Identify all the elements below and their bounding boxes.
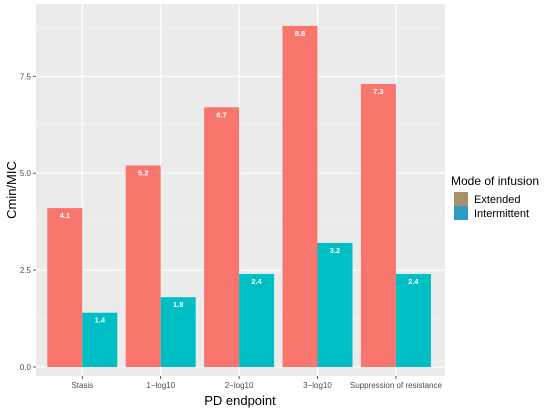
x-tick-label: Suppression of resistance: [350, 381, 443, 390]
legend-title: Mode of infusion: [451, 174, 539, 188]
bar-value-label: 2.4: [408, 277, 419, 286]
y-tick-label: 7.5: [20, 72, 32, 81]
y-tick-label: 0.0: [20, 363, 32, 372]
bar-labels-group: 4.1 5.2 6.7 8.8 7.3 1.4 1.8 2.4 3.2 2.4: [60, 29, 420, 325]
x-tick-label: 2−log10: [225, 381, 254, 390]
bar-value-label: 3.2: [330, 246, 340, 255]
y-tick-label: 2.5: [20, 266, 32, 275]
x-axis-title: PD endpoint: [204, 393, 276, 408]
bar-value-label: 8.8: [295, 29, 305, 38]
x-tick-label: 1−log10: [146, 381, 175, 390]
bar-intermittent-0: [82, 312, 118, 367]
bar-extended-3: [282, 25, 318, 367]
bar-value-label: 7.3: [373, 87, 383, 96]
bar-intermittent-2: [239, 273, 275, 367]
bar-intermittent-1: [160, 297, 196, 367]
legend: Mode of infusion Extended Intermittent: [451, 174, 539, 220]
x-tick-label: Stasis: [71, 381, 93, 390]
bar-intermittent-4: [395, 273, 431, 367]
bar-extended-0: [47, 208, 83, 367]
bar-extended-4: [360, 84, 396, 368]
legend-swatch-intermittent: [454, 206, 468, 220]
y-axis-title: Cmin/MIC: [4, 161, 19, 219]
bar-value-label: 1.8: [173, 300, 183, 309]
bar-value-label: 2.4: [251, 277, 262, 286]
bar-value-label: 4.1: [60, 211, 70, 220]
bar-value-label: 6.7: [216, 110, 226, 119]
bar-extended-1: [125, 165, 161, 367]
bar-value-label: 5.2: [138, 168, 148, 177]
bars-group: [47, 25, 431, 368]
legend-label-extended: Extended: [474, 194, 520, 206]
y-axis: 0.0 2.5 5.0 7.5: [20, 72, 36, 372]
legend-label-intermittent: Intermittent: [474, 208, 529, 220]
x-axis: Stasis 1−log10 2−log10 3−log10 Suppression o…: [71, 376, 442, 390]
bar-extended-2: [204, 107, 240, 368]
x-tick-label: 3−log10: [303, 381, 332, 390]
y-tick-label: 5.0: [20, 169, 32, 178]
legend-swatch-extended: [454, 192, 468, 206]
bar-value-label: 1.4: [95, 316, 106, 325]
bar-intermittent-3: [317, 242, 353, 367]
